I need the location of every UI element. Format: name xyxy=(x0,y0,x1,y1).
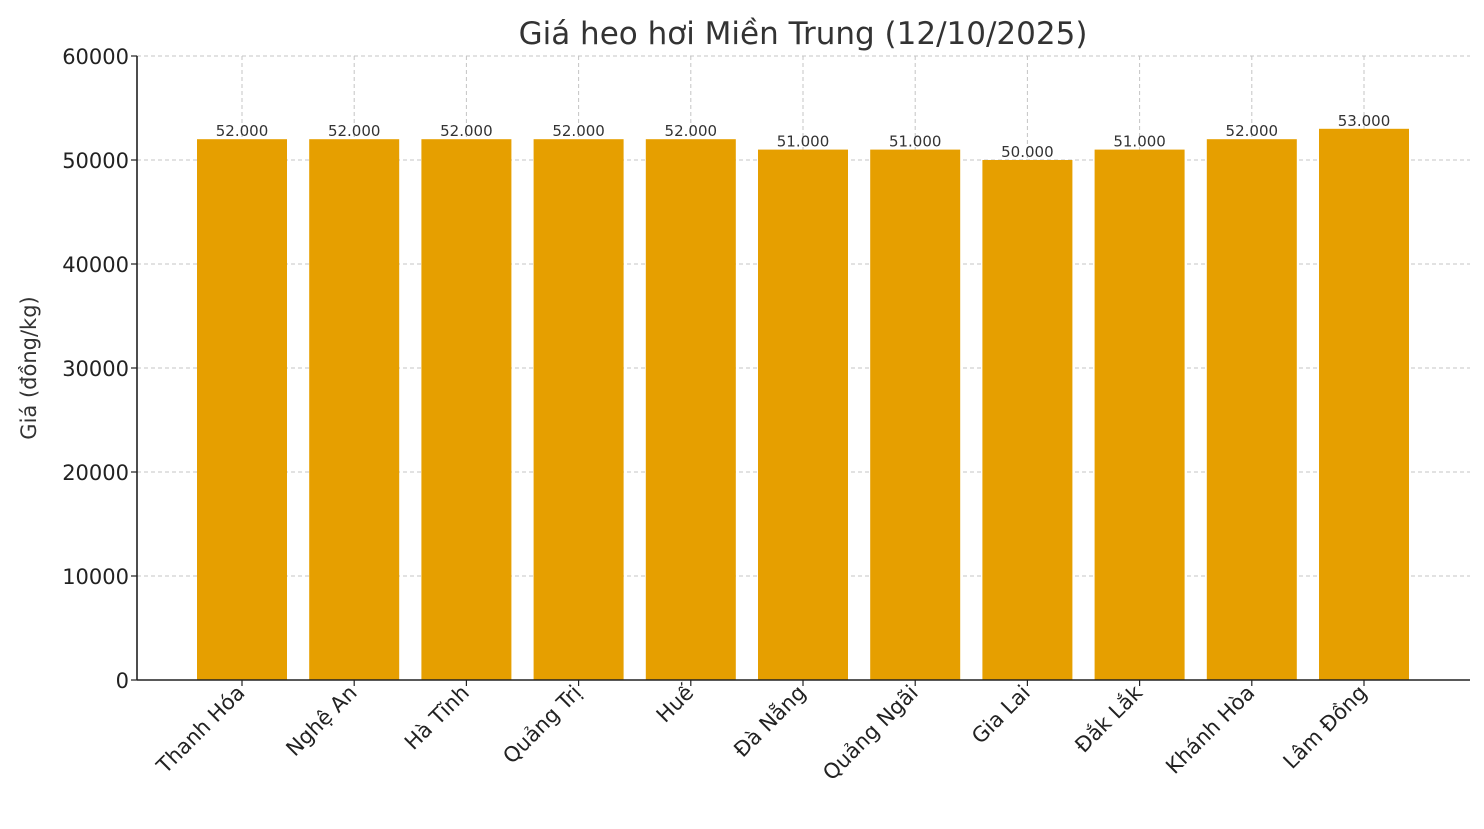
y-tick-label: 20000 xyxy=(62,461,129,485)
y-tick-label: 0 xyxy=(116,669,129,693)
data-label: 51.000 xyxy=(1113,133,1166,151)
y-tick-label: 10000 xyxy=(62,565,129,589)
bar xyxy=(870,149,961,681)
data-label: 52.000 xyxy=(216,122,269,140)
x-tick-label: Thanh Hóa xyxy=(151,681,249,779)
bar xyxy=(309,139,400,680)
data-label: 53.000 xyxy=(1338,112,1391,130)
bar xyxy=(1094,149,1185,681)
bar xyxy=(197,139,287,680)
x-tick-label: Đà Nẵng xyxy=(728,680,810,762)
x-tick-label: Gia Lai xyxy=(967,681,1035,749)
bar xyxy=(421,139,512,680)
y-tick-label: 40000 xyxy=(62,253,129,277)
x-tick-label: Lâm Đồng xyxy=(1279,681,1372,774)
bar xyxy=(1319,128,1409,681)
data-label: 51.000 xyxy=(777,133,830,151)
data-label: 51.000 xyxy=(889,133,942,151)
data-label: 52.000 xyxy=(1226,122,1279,140)
x-tick-label: Đắk Lắk xyxy=(1070,680,1147,757)
y-axis-label: Giá (đồng/kg) xyxy=(17,296,41,439)
x-tick-label: Nghệ An xyxy=(281,681,361,761)
data-label: 52.000 xyxy=(665,122,718,140)
data-label: 52.000 xyxy=(552,122,605,140)
x-tick-label: Quảng Ngãi xyxy=(818,681,922,785)
y-tick-label: 60000 xyxy=(62,45,129,69)
x-tick-label: Hà Tĩnh xyxy=(400,681,474,755)
chart-title: Giá heo hơi Miền Trung (12/10/2025) xyxy=(519,16,1088,52)
data-label: 50.000 xyxy=(1001,143,1054,161)
y-tick-label: 30000 xyxy=(62,357,129,381)
bar xyxy=(1206,139,1297,680)
data-label: 52.000 xyxy=(440,122,493,140)
y-tick-label: 50000 xyxy=(62,149,129,173)
bar xyxy=(758,149,848,681)
x-tick-label: Quảng Trị xyxy=(498,681,586,769)
bar xyxy=(982,160,1073,680)
bar xyxy=(645,139,736,680)
x-tick-label: Khánh Hòa xyxy=(1161,681,1259,779)
data-label: 52.000 xyxy=(328,122,381,140)
x-tick-label: Huế xyxy=(652,681,699,728)
bar xyxy=(533,139,624,680)
